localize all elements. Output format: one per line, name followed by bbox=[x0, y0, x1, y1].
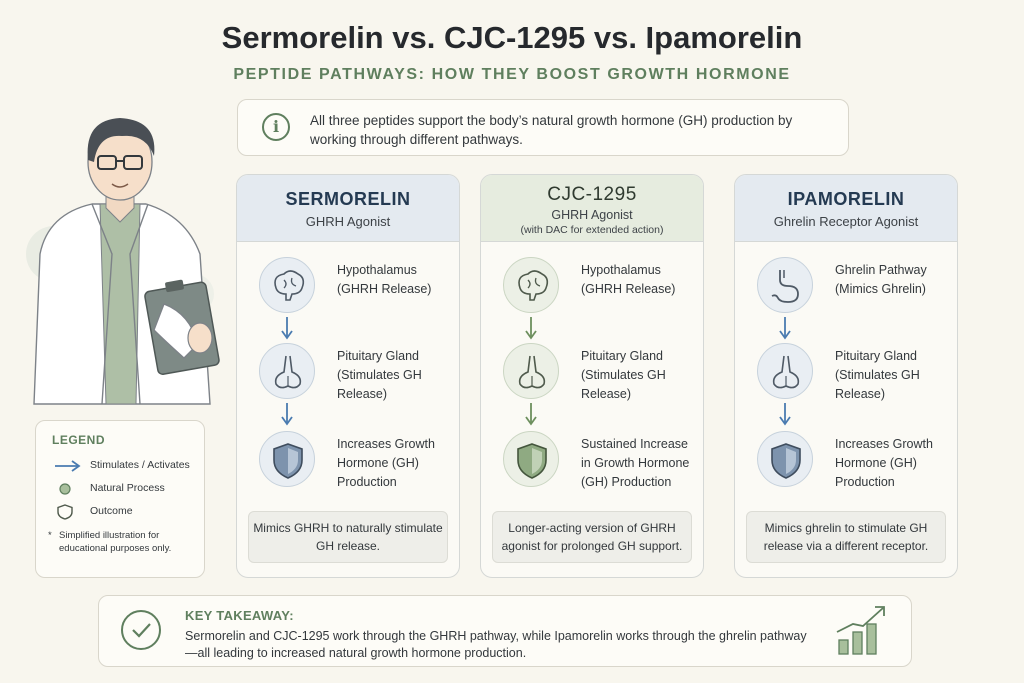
step-pituitary: Pituitary Gland (Stimulates GH Release) bbox=[481, 343, 703, 403]
takeaway-body: Sermorelin and CJC-1295 work through the… bbox=[185, 629, 807, 660]
peptide-role: GHRH Agonist bbox=[551, 208, 633, 222]
arrow-down-icon bbox=[779, 317, 791, 340]
step-label: Increases Growth Hormone (GH) Production bbox=[835, 437, 933, 489]
step-ghrelin: Ghrelin Pathway (Mimics Ghrelin) bbox=[735, 257, 957, 317]
peptide-note: (with DAC for extended action) bbox=[520, 224, 664, 236]
card-summary: Mimics GHRH to naturally stimulate GH re… bbox=[248, 511, 448, 563]
arrow-down-icon bbox=[779, 403, 791, 426]
step-outcome: Increases Growth Hormone (GH) Production bbox=[237, 431, 459, 491]
peptide-name: SERMORELIN bbox=[285, 189, 411, 209]
brain-icon bbox=[259, 257, 315, 313]
card-header: SERMORELIN GHRH Agonist bbox=[237, 175, 459, 242]
peptide-role: GHRH Agonist bbox=[305, 214, 391, 229]
card-ipamorelin: IPAMORELIN Ghrelin Receptor Agonist Ghre… bbox=[734, 174, 958, 578]
step-outcome: Increases Growth Hormone (GH) Production bbox=[735, 431, 957, 491]
legend: LEGEND Stimulates / Activates Natural Pr… bbox=[35, 420, 205, 578]
card-sermorelin: SERMORELIN GHRH Agonist Hypothalamus (GH… bbox=[236, 174, 460, 578]
step-hypothalamus: Hypothalamus (GHRH Release) bbox=[237, 257, 459, 317]
doctor-illustration bbox=[26, 118, 220, 405]
step-pituitary: Pituitary Gland (Stimulates GH Release) bbox=[735, 343, 957, 403]
card-summary: Longer-acting version of GHRH agonist fo… bbox=[492, 511, 692, 563]
card-summary: Mimics ghrelin to stimulate GH release v… bbox=[746, 511, 946, 563]
legend-item: Outcome bbox=[52, 504, 202, 520]
growth-chart-icon bbox=[836, 606, 885, 655]
peptide-name: CJC-1295 bbox=[547, 184, 637, 205]
legend-item: Natural Process bbox=[52, 481, 202, 497]
arrow-down-icon bbox=[525, 403, 537, 426]
check-circle-icon bbox=[121, 610, 161, 650]
card-header: CJC-1295 GHRH Agonist (with DAC for exte… bbox=[481, 175, 703, 242]
peptide-role: Ghrelin Receptor Agonist bbox=[773, 214, 919, 229]
info-icon: i bbox=[262, 113, 290, 141]
footnote-text: Simplified illustration for educational … bbox=[59, 530, 172, 554]
step-label: Pituitary Gland (Stimulates GH Release) bbox=[835, 349, 920, 401]
legend-label: Stimulates / Activates bbox=[90, 459, 190, 471]
step-outcome: Sustained Increase in Growth Hormone (GH… bbox=[481, 431, 703, 491]
step-label: Hypothalamus (GHRH Release) bbox=[337, 263, 432, 296]
shield-outline-icon bbox=[57, 504, 73, 520]
step-label: Hypothalamus (GHRH Release) bbox=[581, 263, 676, 296]
shield-icon bbox=[259, 431, 315, 487]
card-cjc-1295: CJC-1295 GHRH Agonist (with DAC for exte… bbox=[480, 174, 704, 578]
step-label: Ghrelin Pathway (Mimics Ghrelin) bbox=[835, 263, 927, 296]
card-header: IPAMORELIN Ghrelin Receptor Agonist bbox=[735, 175, 957, 242]
step-label: Sustained Increase in Growth Hormone (GH… bbox=[581, 437, 690, 489]
pituitary-icon bbox=[503, 343, 559, 399]
legend-title: LEGEND bbox=[52, 433, 106, 447]
peptide-name: IPAMORELIN bbox=[787, 189, 905, 209]
legend-item: Stimulates / Activates bbox=[52, 458, 202, 474]
step-label: Increases Growth Hormone (GH) Production bbox=[337, 437, 435, 489]
dot-icon bbox=[59, 483, 71, 495]
pituitary-icon bbox=[757, 343, 813, 399]
legend-label: Natural Process bbox=[90, 482, 165, 494]
page-title: Sermorelin vs. CJC-1295 vs. Ipamorelin bbox=[221, 20, 803, 55]
arrow-down-icon bbox=[525, 317, 537, 340]
step-label: Pituitary Gland (Stimulates GH Release) bbox=[581, 349, 666, 401]
shield-icon bbox=[503, 431, 559, 487]
step-hypothalamus: Hypothalamus (GHRH Release) bbox=[481, 257, 703, 317]
arrow-down-icon bbox=[281, 403, 293, 426]
takeaway-title: KEY TAKEAWAY: bbox=[185, 608, 294, 623]
key-takeaway: KEY TAKEAWAY: Sermorelin and CJC-1295 wo… bbox=[98, 595, 912, 667]
arrow-down-icon bbox=[281, 317, 293, 340]
stomach-icon bbox=[757, 257, 813, 313]
legend-label: Outcome bbox=[90, 505, 133, 517]
brain-icon bbox=[503, 257, 559, 313]
arrow-icon bbox=[55, 460, 81, 472]
pituitary-icon bbox=[259, 343, 315, 399]
step-label: Pituitary Gland (Stimulates GH Release) bbox=[337, 349, 422, 401]
step-pituitary: Pituitary Gland (Stimulates GH Release) bbox=[237, 343, 459, 403]
page-subtitle: PEPTIDE PATHWAYS: HOW THEY BOOST GROWTH … bbox=[233, 66, 791, 83]
footnote-mark: * bbox=[48, 530, 52, 541]
shield-icon bbox=[757, 431, 813, 487]
intro-box: i All three peptides support the body’s … bbox=[237, 99, 849, 156]
intro-text: All three peptides support the body’s na… bbox=[310, 113, 793, 147]
